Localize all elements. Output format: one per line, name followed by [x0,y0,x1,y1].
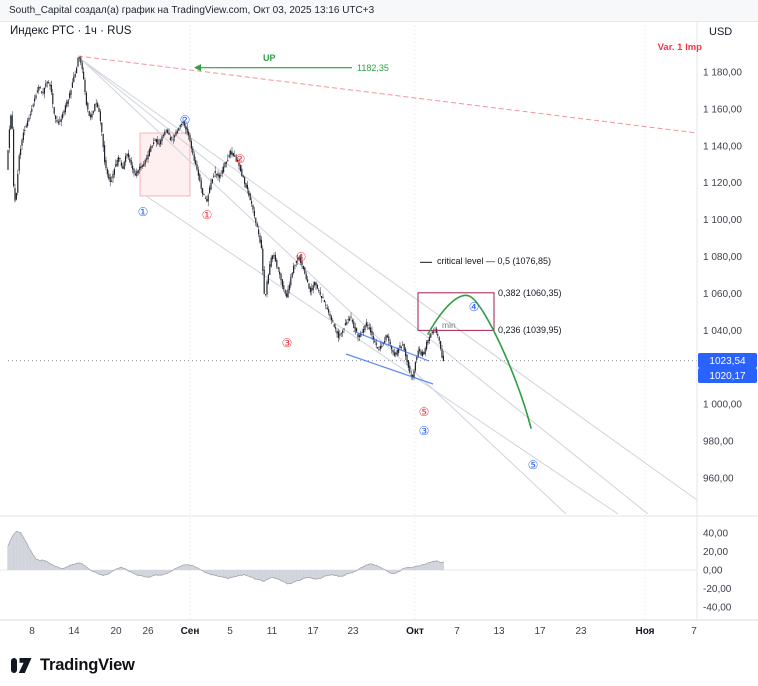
attribution-bar: South_Capital создал(а) график на Tradin… [0,0,758,22]
time-axis-label: 7 [454,626,460,637]
wave-label-red: ⑤ [419,405,430,419]
histogram-outline [7,530,444,585]
wave-label-red: ① [202,208,213,222]
symbol-title: Индекс РТС · 1ч · RUS [10,25,132,37]
wave-label-red: ② [235,152,246,166]
price-axis-label: 980,00 [703,437,734,448]
fib-min-label: min [442,320,456,330]
fib-0382-label: 0,382 (1060,35) [498,288,562,298]
price-axis-label: 1 040,00 [703,326,742,337]
price-axis-label: 960,00 [703,473,734,484]
time-axis-label: 13 [493,626,505,637]
indicator-axis-labels: 40,00 20,00 0,00 -20,00 -40,00 [703,529,732,614]
time-axis-month-label: Ноя [635,626,654,637]
tradingview-wordmark[interactable]: TradingView [40,655,135,674]
time-axis-month-label: Окт [406,626,424,637]
currency-label: USD [709,26,733,38]
time-axis-label: 8 [29,626,35,637]
time-axis-label: 7 [691,626,697,637]
time-axis-labels: 8 14 20 26 Сен 5 11 17 23 Окт 7 13 17 23 Ноя 7 [29,626,697,637]
last-price-tag [698,353,757,368]
time-axis-label: 26 [142,626,154,637]
last-price-tags: 1023,54 1020,17 [698,353,757,383]
price-axis-label: 1 100,00 [703,215,742,226]
attribution-text: South_Capital создал(а) график на Tradin… [9,5,375,16]
time-axis-label: 17 [534,626,546,637]
price-axis-label: 1 120,00 [703,178,742,189]
last-price-tag-text: 1023,54 [709,356,746,367]
fib-0236-label: 0,236 (1039,95) [498,325,562,335]
time-axis-label: 5 [227,626,233,637]
indicator-axis-label: -40,00 [703,603,732,614]
gray-channel-lines [81,59,698,515]
time-axis-label: 14 [68,626,80,637]
time-axis-label: 23 [575,626,587,637]
price-axis-label: 1 140,00 [703,141,742,152]
month-gridlines [189,26,646,620]
blue-channel-lines [345,330,434,385]
wave-label-red: ④ [296,250,307,264]
price-axis-label: 1 160,00 [703,104,742,115]
time-axis-month-label: Сен [181,626,200,637]
pink-zone-layer [139,132,191,197]
indicator-axis-label: -20,00 [703,584,732,595]
wave-label-blue: ② [180,113,191,127]
tradingview-logo-icon[interactable] [10,655,33,676]
candlestick-series [7,55,444,381]
up-line-label: UP [263,53,276,63]
fib-box-layer [417,292,495,331]
pane-separators [0,22,758,621]
candle-bodies [7,57,444,378]
chart-canvas[interactable]: ① ② ③ ④ ⑤ ① ② ③ ④ ⑤ 1 180,00 1 160,00 1 140,00 1 120,… [0,0,758,644]
green-arrow-layer [427,294,532,429]
time-axis-label: 17 [307,626,319,637]
green-projection-arrow [427,294,532,429]
price-axis-label: 1 080,00 [703,252,742,263]
indicator-axis-label: 20,00 [703,547,728,558]
fib-retracement-box [417,292,495,331]
wave-label-red: ③ [282,336,293,350]
time-axis-label: 23 [347,626,359,637]
last-price-tag [698,368,757,383]
price-axis-labels: 1 180,00 1 160,00 1 140,00 1 120,00 1 100,00… [703,68,742,485]
variant-label: Var. 1 Imp [657,42,702,53]
time-axis-label: 11 [267,626,278,637]
up-level-line [194,64,352,72]
indicator-axis-label: 40,00 [703,529,728,540]
wave-label-blue: ⑤ [528,458,539,472]
time-axis-label: 20 [110,626,122,637]
histogram-bars [7,531,445,584]
price-axis-label: 1 060,00 [703,289,742,300]
wave-label-blue: ① [138,205,149,219]
wave-label-blue: ④ [469,300,480,314]
candle-wicks [7,55,444,381]
pink-zone [139,132,191,197]
price-axis-label: 1 180,00 [703,68,742,79]
critical-level-label: critical level — 0,5 (1076,85) [437,256,552,266]
indicator-axis-label: 0,00 [703,566,723,577]
up-line-marker [194,64,201,72]
wave-label-blue: ③ [419,424,430,438]
footer: TradingView [0,644,758,686]
last-price-tag-text: 1020,17 [709,371,746,382]
price-axis-label: 1 000,00 [703,400,742,411]
histogram-pane [0,530,697,585]
up-line-price-label: 1182,35 [357,63,389,73]
wave-labels-blue: ① ② ③ ④ ⑤ [138,113,539,472]
wave-labels-red: ① ② ③ ④ ⑤ [202,152,430,419]
